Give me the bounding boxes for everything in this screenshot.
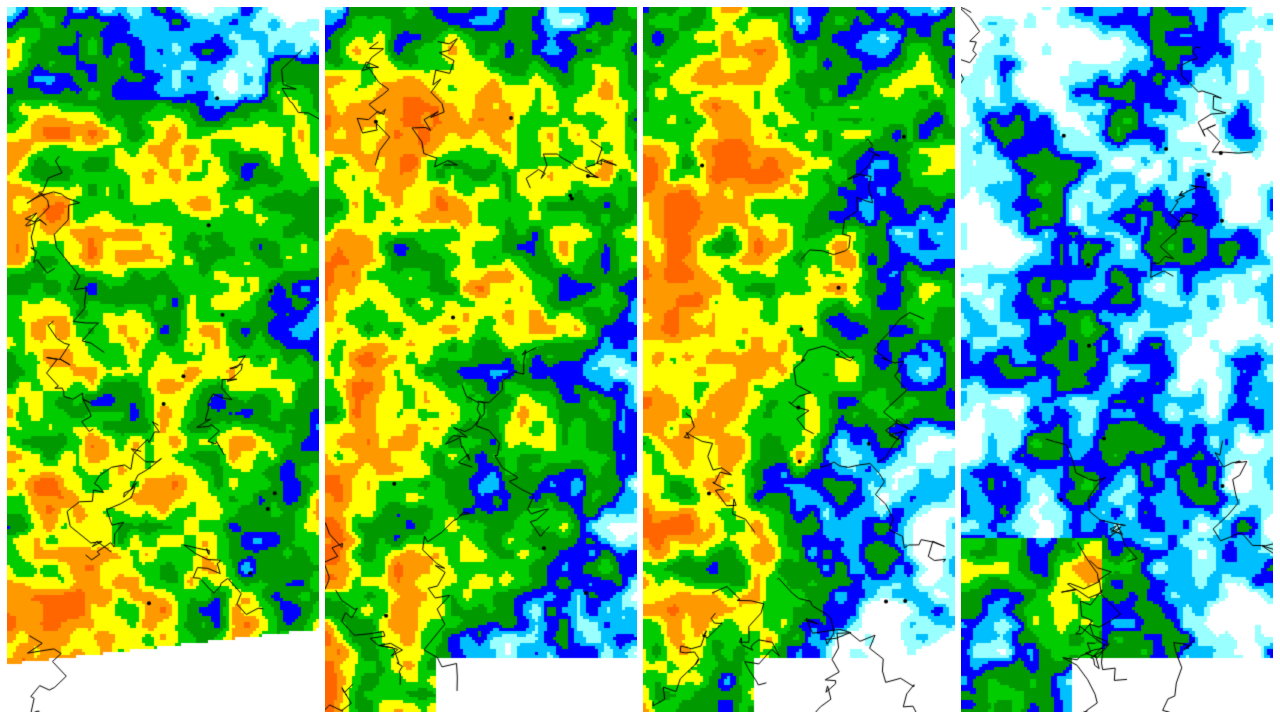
- precipitation-map-panel-1: [7, 7, 319, 712]
- precipitation-map-panel-4: [961, 7, 1273, 712]
- map-canvas: [961, 7, 1273, 712]
- map-canvas: [643, 7, 955, 712]
- map-canvas: [7, 7, 319, 712]
- precipitation-map-panel-2: [325, 7, 637, 712]
- map-canvas: [325, 7, 637, 712]
- precipitation-map-panel-3: [643, 7, 955, 712]
